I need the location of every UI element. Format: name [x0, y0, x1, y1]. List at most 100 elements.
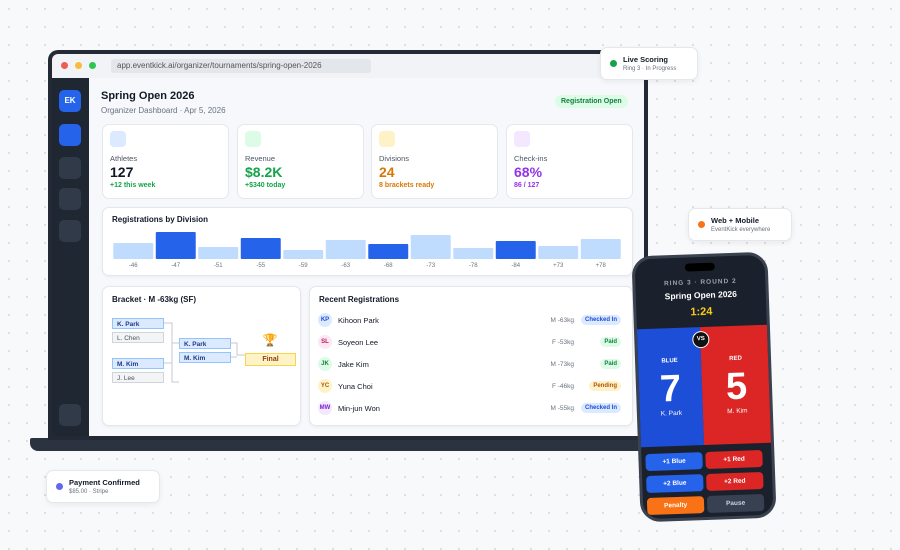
nav-icon[interactable]: [59, 157, 81, 179]
chart-title: Registrations by Division: [112, 215, 209, 224]
x-tick-label: -68: [384, 263, 393, 269]
float-card: [46, 470, 160, 503]
svg-text:🏆: 🏆: [263, 333, 278, 347]
chart: -46 -47 -51 -55 -59 -63 -68 -73 -78 -84 +73 +78: [113, 232, 621, 269]
bracket-final: Final: [245, 353, 296, 366]
red-score: 5: [725, 365, 748, 409]
title: Spring Open 2026: [101, 90, 195, 102]
stat-sub: 86 / 127: [514, 182, 540, 189]
x-tick-label: -51: [214, 263, 223, 269]
avatar: SL: [318, 335, 332, 349]
bracket-slot: K. Park: [179, 338, 231, 349]
score-button[interactable]: Pause: [706, 493, 765, 513]
bar: [495, 241, 536, 259]
phone: RING 3 · ROUND 2 Spring Open 2026 1:24 VS BL…: [631, 251, 777, 523]
reg-status: Checked In: [580, 403, 621, 413]
bracket-slot: M. Kim: [179, 352, 231, 363]
bar: [538, 246, 579, 259]
bar: [410, 235, 451, 259]
bracket-slot: M. Kim: [112, 358, 164, 369]
bracket-slot: L. Chen: [112, 332, 164, 343]
bracket-slot: J. Lee: [112, 372, 164, 383]
bracket-slot: K. Park: [112, 318, 164, 329]
url[interactable]: app.eventkick.ai/organizer/tournaments/s…: [111, 59, 371, 73]
logo[interactable]: EK: [59, 90, 81, 112]
nav-icon[interactable]: [59, 124, 81, 146]
window-dot: [61, 62, 68, 69]
blue-score: 7: [659, 367, 682, 411]
status-dot: [698, 221, 705, 228]
window-dot: [75, 62, 82, 69]
reg-name: Jake Kim: [338, 360, 369, 369]
stat-label: Revenue: [245, 154, 276, 163]
x-tick-label: -47: [171, 263, 180, 269]
float-sub: $85.00 · Stripe: [69, 489, 109, 495]
stat-sub: +12 this week: [110, 182, 156, 189]
stat-icon: [245, 131, 261, 147]
reg-division: F -46kg: [551, 383, 574, 390]
nav-icon[interactable]: [59, 188, 81, 210]
nav-icon[interactable]: [59, 404, 81, 426]
float-card: [688, 208, 792, 241]
score-button[interactable]: +2 Red: [706, 471, 764, 491]
notch: [684, 262, 715, 272]
bar: [198, 247, 239, 259]
stat-label: Divisions: [379, 154, 410, 163]
bar: [240, 238, 281, 259]
x-tick-label: -63: [341, 263, 350, 269]
subtitle: Organizer Dashboard · Apr 5, 2026: [101, 106, 226, 115]
stat-label: Check-ins: [514, 154, 548, 163]
float-sub: EventKick everywhere: [711, 227, 771, 233]
score-button[interactable]: Penalty: [646, 496, 705, 516]
reg-status: Pending: [589, 381, 621, 391]
status-dot: [610, 60, 617, 67]
stat-icon: [514, 131, 530, 147]
clock: 1:24: [690, 305, 713, 319]
reg-status: Paid: [600, 359, 621, 369]
stat-icon: [379, 131, 395, 147]
reg-name: Soyeon Lee: [338, 338, 379, 347]
ring: RING 3 · ROUND 2: [663, 277, 737, 288]
x-tick-label: -55: [256, 263, 265, 269]
float-sub: Ring 3 · In Progress: [623, 66, 677, 72]
reg-status: Checked In: [580, 315, 621, 325]
x-tick-label: -46: [129, 263, 138, 269]
score-button[interactable]: +1 Red: [705, 450, 763, 469]
registrations-card: [309, 286, 633, 426]
score-button[interactable]: +2 Blue: [646, 474, 704, 494]
stat-value: 68%: [514, 164, 543, 180]
stat-sub: +$340 today: [245, 182, 286, 189]
reg-name: Yuna Choi: [338, 382, 373, 391]
chart-card: [102, 207, 633, 276]
x-tick-label: +78: [596, 263, 607, 269]
float-title: Web + Mobile: [711, 216, 759, 225]
x-tick-label: +73: [553, 263, 564, 269]
stat-value: $8.2K: [245, 164, 283, 180]
laptop-base: [30, 438, 666, 451]
avatar: JK: [318, 357, 332, 371]
badge: Registration Open: [555, 95, 628, 108]
stat-value: 24: [379, 164, 395, 180]
reg-division: M -73kg: [550, 361, 574, 368]
avatar: MW: [318, 401, 332, 415]
x-tick-label: -84: [511, 263, 520, 269]
stat-label: Athletes: [110, 154, 138, 163]
event: Spring Open 2026: [664, 288, 738, 302]
avatar: KP: [318, 313, 332, 327]
reg-division: F -53kg: [551, 339, 574, 346]
bar: [368, 244, 409, 259]
x-tick-label: -73: [426, 263, 435, 269]
bar: [113, 243, 154, 259]
bar: [325, 240, 366, 259]
bar: [453, 248, 494, 259]
status-dot: [56, 483, 63, 490]
bar: [580, 239, 621, 259]
window-dot: [89, 62, 96, 69]
reg-name: Kihoon Park: [338, 316, 379, 325]
score-button[interactable]: +1 Blue: [645, 452, 703, 472]
float-title: Payment Confirmed: [69, 478, 140, 487]
x-tick-label: -78: [469, 263, 478, 269]
nav-icon[interactable]: [59, 220, 81, 242]
reg-division: M -63kg: [550, 317, 574, 324]
